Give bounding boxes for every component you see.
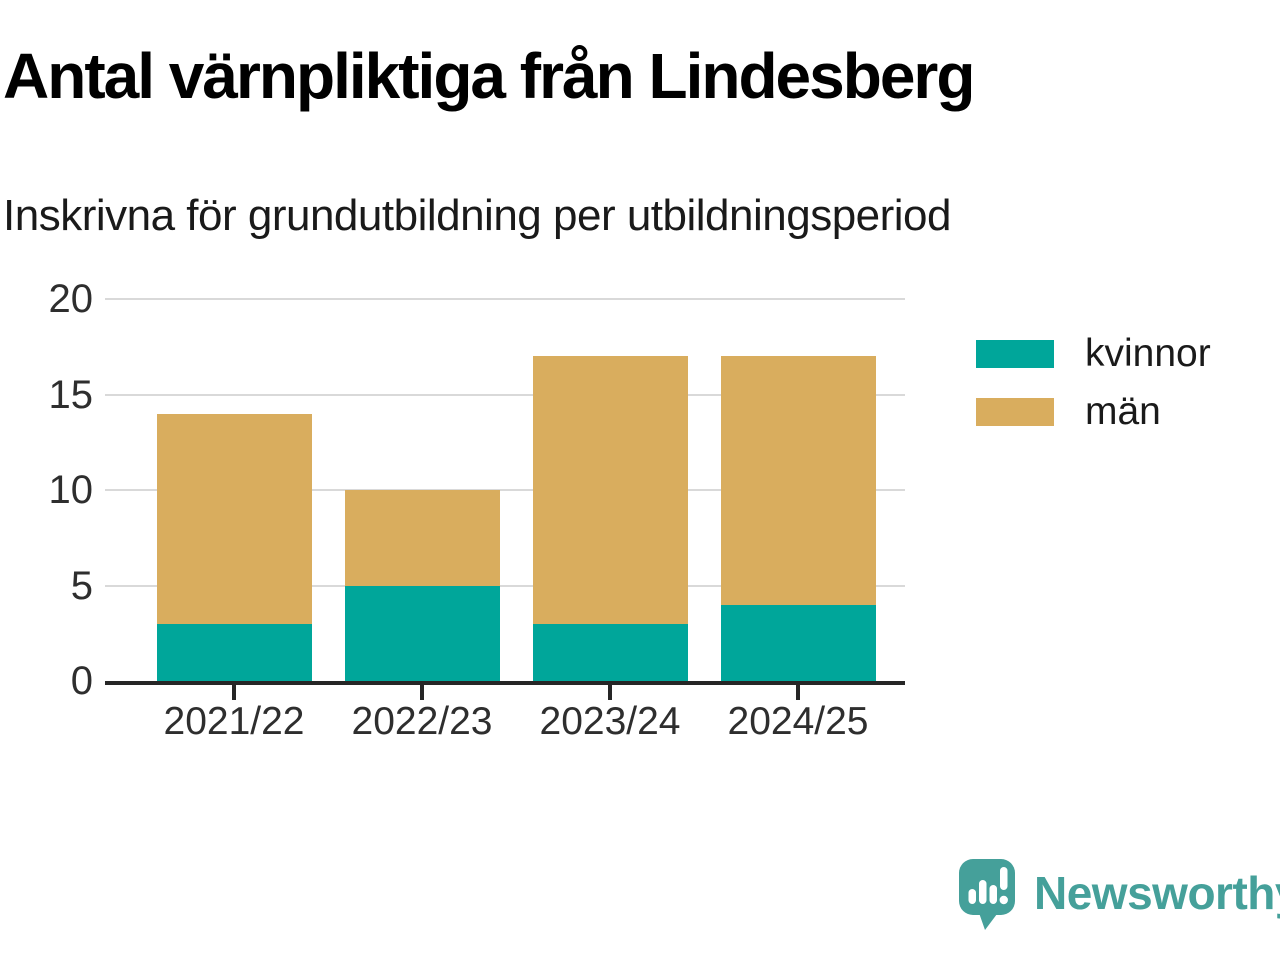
x-tick-label-2023/24: 2023/24 bbox=[539, 700, 681, 743]
bar-segment-2023/24-kvinnor bbox=[532, 623, 688, 681]
brand-logo: Newsworthy bbox=[958, 858, 1280, 932]
bar-segment-2021/22-kvinnor bbox=[156, 623, 312, 681]
x-tick-2023/24 bbox=[608, 683, 612, 700]
x-tick-2021/22 bbox=[232, 683, 236, 700]
bar-segment-2024/25-män bbox=[720, 356, 876, 605]
x-tick-label-2024/25: 2024/25 bbox=[727, 700, 869, 743]
gridline-y-10 bbox=[105, 489, 905, 491]
plot-area bbox=[105, 298, 905, 685]
brand-name: Newsworthy bbox=[1034, 867, 1280, 919]
bar-segment-2021/22-män bbox=[156, 413, 312, 624]
legend-swatch-kvinnor bbox=[976, 340, 1054, 368]
legend: kvinnor män bbox=[976, 330, 1211, 446]
gridline-y-5 bbox=[105, 584, 905, 587]
chart-title: Antal värnpliktiga från Lindesberg bbox=[3, 40, 975, 112]
x-tick-label-2022/23: 2022/23 bbox=[351, 700, 493, 743]
bar-segment-2024/25-kvinnor bbox=[720, 604, 876, 681]
x-tick-2024/25 bbox=[796, 683, 800, 700]
y-tick-label-15: 15 bbox=[48, 372, 94, 417]
bar-segment-2022/23-män bbox=[344, 490, 500, 586]
x-tick-label-2021/22: 2021/22 bbox=[163, 700, 305, 743]
legend-item-män: män bbox=[976, 388, 1211, 436]
x-tick-2022/23 bbox=[420, 683, 424, 700]
legend-label-män: män bbox=[1085, 390, 1161, 433]
gridline-y-20 bbox=[105, 298, 905, 300]
legend-label-kvinnor: kvinnor bbox=[1085, 332, 1211, 375]
chart-subtitle: Inskrivna för grundutbildning per utbild… bbox=[3, 191, 952, 240]
legend-item-kvinnor: kvinnor bbox=[976, 330, 1211, 378]
y-tick-label-10: 10 bbox=[48, 468, 94, 512]
y-tick-label-20: 20 bbox=[48, 277, 94, 321]
legend-swatch-män bbox=[976, 398, 1054, 426]
y-tick-label-5: 5 bbox=[70, 563, 93, 608]
bar-segment-2022/23-kvinnor bbox=[344, 585, 500, 681]
bar-segment-2023/24-män bbox=[532, 356, 688, 624]
gridline-y-15 bbox=[105, 393, 905, 396]
newsworthy-logo-icon bbox=[959, 859, 1015, 930]
y-tick-label-0: 0 bbox=[70, 659, 93, 703]
